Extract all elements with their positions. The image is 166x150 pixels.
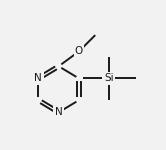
Text: O: O <box>75 46 83 56</box>
Text: N: N <box>35 74 42 83</box>
Text: Si: Si <box>104 74 114 83</box>
Text: N: N <box>55 107 63 117</box>
